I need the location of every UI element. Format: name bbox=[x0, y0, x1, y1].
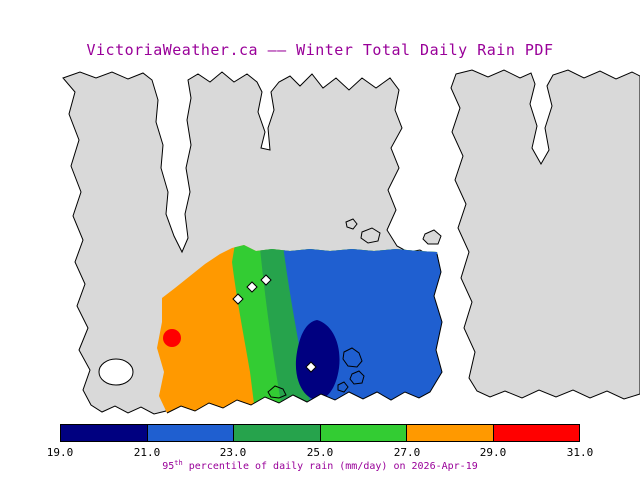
island-small-2 bbox=[345, 218, 358, 230]
islet-outline-3 bbox=[337, 381, 349, 393]
colorbar-segment-19-21 bbox=[61, 425, 147, 441]
colorbar-segment-29-31 bbox=[492, 425, 579, 441]
tick-label-21: 21.0 bbox=[133, 446, 161, 459]
coastline-overlay bbox=[166, 253, 443, 414]
tick-label-23: 23.0 bbox=[219, 446, 247, 459]
tick-label-25: 25.0 bbox=[306, 446, 334, 459]
caption-rest: percentile of daily rain (mm/day) on 202… bbox=[182, 461, 478, 472]
colorbar-segment-25-27 bbox=[319, 425, 406, 441]
tick-label-27: 27.0 bbox=[393, 446, 421, 459]
tick-label-29: 29.0 bbox=[479, 446, 507, 459]
colorbar-segment-27-29 bbox=[406, 425, 493, 441]
station-marker-diamond-2 bbox=[246, 281, 258, 293]
sooke-basin-inlet bbox=[98, 358, 134, 386]
contour-field bbox=[157, 245, 442, 413]
tick-label-31: 31.0 bbox=[566, 446, 594, 459]
plot-title: VictoriaWeather.ca –– Winter Total Daily… bbox=[86, 41, 554, 59]
islet-outline-4 bbox=[267, 385, 287, 399]
station-marker-red-circle bbox=[163, 329, 181, 347]
tick-label-19: 19.0 bbox=[46, 446, 74, 459]
caption-prefix: 95 bbox=[162, 461, 175, 472]
caption-superscript: th bbox=[174, 459, 183, 467]
station-marker-diamond-1 bbox=[232, 293, 244, 305]
colorbar-segment-21-23 bbox=[146, 425, 233, 441]
station-marker-diamond-3 bbox=[260, 274, 272, 286]
contour-min-pocket-19-21 bbox=[295, 320, 340, 400]
island-small-3 bbox=[422, 229, 442, 245]
islet-outline-2 bbox=[349, 370, 365, 385]
caption: 95th percentile of daily rain (mm/day) o… bbox=[0, 459, 640, 472]
colorbar bbox=[60, 424, 580, 442]
land-east-islands bbox=[450, 69, 640, 400]
island-small-1 bbox=[360, 227, 381, 244]
colorbar-ticks: 19.0 21.0 23.0 25.0 27.0 29.0 31.0 bbox=[0, 446, 640, 459]
colorbar-segment-23-25 bbox=[233, 425, 320, 441]
islet-outline-1 bbox=[342, 347, 363, 368]
station-marker-diamond-4 bbox=[305, 361, 317, 373]
